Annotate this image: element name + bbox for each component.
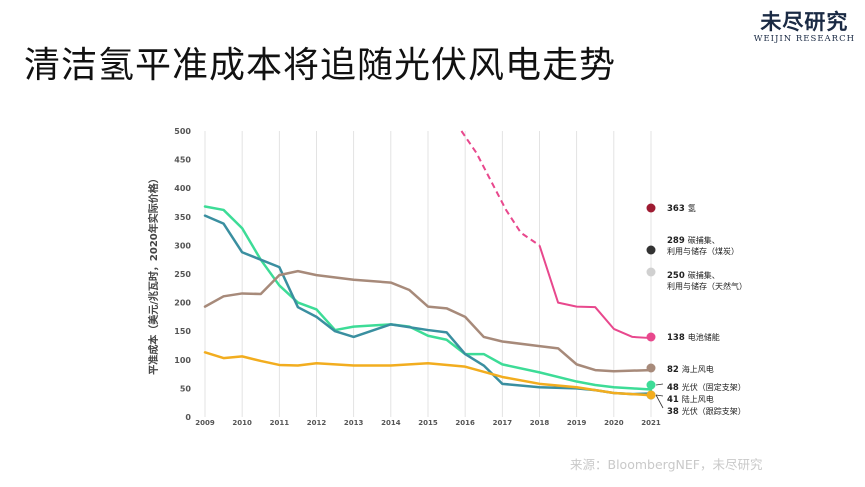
x-tick-label: 2010 [232, 419, 252, 427]
endpoint-label: 48 光伏（固定支架） [667, 382, 746, 393]
y-tick-label: 450 [174, 156, 191, 165]
x-tick-label: 2016 [455, 419, 475, 427]
endpoint-label: 250 碳捕集、利用与储存（天然气） [667, 270, 747, 291]
y-tick-label: 0 [185, 413, 191, 422]
series-line-offshore_wind [203, 269, 653, 373]
endpoint-marker [646, 267, 656, 277]
y-tick-label: 350 [174, 213, 191, 222]
y-tick-label: 300 [174, 241, 191, 250]
x-tick-label: 2017 [493, 419, 513, 427]
leader-line [655, 394, 664, 397]
y-tick-label: 100 [174, 356, 191, 365]
source-note: 来源：BloombergNEF，未尽研究 [570, 457, 763, 472]
brand-logo: 未尽研究 WEIJIN RESEARCH [753, 9, 855, 45]
endpoint-marker [646, 245, 656, 255]
series-line-pv_fixed [203, 205, 653, 391]
series-line-pv_tracking [203, 351, 653, 397]
x-tick-label: 2013 [344, 419, 364, 427]
x-tick-label: 2011 [270, 419, 290, 427]
x-tick-label: 2021 [641, 419, 661, 427]
x-tick-label: 2018 [530, 419, 550, 427]
x-tick-label: 2014 [381, 419, 401, 427]
y-tick-label: 50 [180, 384, 192, 393]
y-tick-label: 200 [174, 299, 191, 308]
endpoint-label: 82 海上风电 [667, 364, 714, 375]
endpoint-marker [646, 203, 656, 213]
endpoint-marker [646, 380, 656, 390]
x-tick-label: 2020 [604, 419, 624, 427]
logo-chinese-text: 未尽研究 [760, 9, 849, 34]
x-tick-label: 2019 [567, 419, 587, 427]
page-title: 清洁氢平准成本将追随光伏风电走势 [24, 45, 617, 86]
endpoint-marker [646, 332, 656, 342]
endpoint-marker [646, 390, 656, 400]
leader-line [655, 383, 664, 386]
endpoint-marker [646, 363, 656, 373]
series-line-battery_storage-dashed [460, 130, 541, 247]
x-tick-label: 2015 [418, 419, 438, 427]
y-tick-label: 400 [174, 184, 191, 193]
endpoint-label: 363 氢 [667, 203, 696, 214]
logo-english-text: WEIJIN RESEARCH [753, 34, 855, 44]
y-tick-label: 150 [174, 327, 191, 336]
y-axis-title: 平准成本（美元/兆瓦时，2020年实际价格） [147, 173, 160, 374]
x-tick-label: 2012 [307, 419, 327, 427]
y-tick-label: 500 [174, 127, 191, 136]
series-line-battery_storage [538, 245, 652, 340]
endpoint-label: 289 碳捕集、利用与储存（煤炭） [667, 235, 739, 256]
endpoint-label: 41 陆上风电 [667, 394, 714, 405]
endpoint-label: 38 光伏（跟踪支架） [667, 406, 746, 417]
x-tick-label: 2009 [195, 419, 215, 427]
leader-line [655, 394, 664, 409]
endpoint-label: 138 电池储能 [667, 332, 720, 343]
y-tick-label: 250 [174, 270, 191, 279]
